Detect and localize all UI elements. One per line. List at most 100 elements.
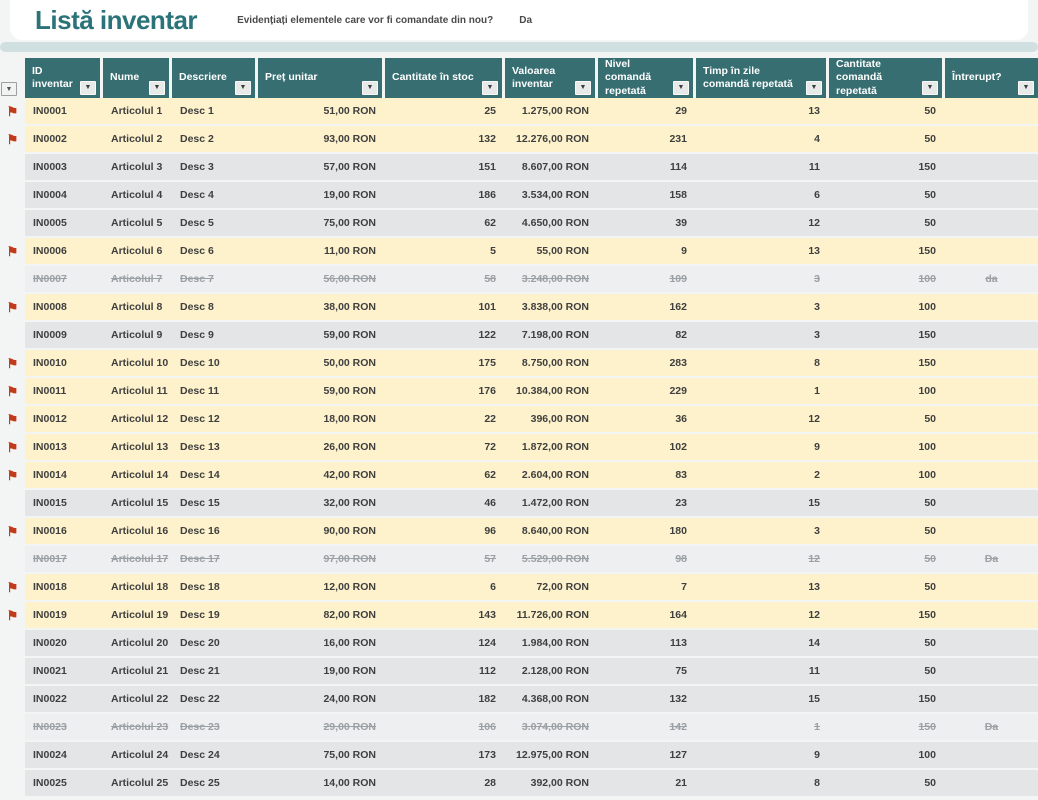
cell-timp[interactable]: 14 [696, 630, 829, 656]
cell-cantitate[interactable]: 100 [829, 266, 945, 292]
cell-intrerupt[interactable] [945, 294, 1038, 320]
column-header-pret[interactable]: Preț unitar ▼ [258, 58, 385, 98]
cell-nume[interactable]: Articolul 14 [103, 462, 172, 488]
cell-nume[interactable]: Articolul 5 [103, 210, 172, 236]
cell-nivel[interactable]: 231 [598, 126, 696, 152]
cell-intrerupt[interactable]: da [945, 266, 1038, 292]
cell-stoc[interactable]: 101 [385, 294, 505, 320]
cell-timp[interactable]: 15 [696, 490, 829, 516]
cell-nume[interactable]: Articolul 13 [103, 434, 172, 460]
filter-dropdown-button[interactable]: ▼ [149, 81, 165, 95]
reorder-question-answer-cell[interactable]: Da [519, 15, 532, 26]
cell-stoc[interactable]: 182 [385, 686, 505, 712]
cell-stoc[interactable]: 112 [385, 658, 505, 684]
cell-nivel[interactable]: 75 [598, 658, 696, 684]
flag-cell[interactable]: ⚑ [0, 574, 25, 600]
cell-stoc[interactable]: 175 [385, 350, 505, 376]
cell-valoare[interactable]: 72,00 RON [505, 574, 598, 600]
cell-descriere[interactable]: Desc 20 [172, 630, 258, 656]
flag-cell[interactable]: ⚑ [0, 518, 25, 544]
flag-cell[interactable]: ⚑ [0, 602, 25, 628]
cell-nume[interactable]: Articolul 15 [103, 490, 172, 516]
cell-id[interactable]: IN0003 [25, 154, 103, 180]
flag-cell[interactable]: ⚑ [0, 770, 25, 796]
flag-cell[interactable]: ⚑ [0, 210, 25, 236]
cell-nume[interactable]: Articolul 22 [103, 686, 172, 712]
flag-cell[interactable]: ⚑ [0, 490, 25, 516]
cell-cantitate[interactable]: 50 [829, 210, 945, 236]
cell-timp[interactable]: 15 [696, 686, 829, 712]
cell-id[interactable]: IN0004 [25, 182, 103, 208]
cell-valoare[interactable]: 392,00 RON [505, 770, 598, 796]
cell-stoc[interactable]: 176 [385, 378, 505, 404]
cell-intrerupt[interactable] [945, 658, 1038, 684]
cell-cantitate[interactable]: 150 [829, 238, 945, 264]
cell-nivel[interactable]: 39 [598, 210, 696, 236]
cell-stoc[interactable]: 6 [385, 574, 505, 600]
cell-id[interactable]: IN0001 [25, 98, 103, 124]
cell-intrerupt[interactable] [945, 518, 1038, 544]
cell-pret[interactable]: 93,00 RON [258, 126, 385, 152]
cell-nume[interactable]: Articolul 25 [103, 770, 172, 796]
cell-nivel[interactable]: 132 [598, 686, 696, 712]
flag-cell[interactable]: ⚑ [0, 462, 25, 488]
cell-pret[interactable]: 59,00 RON [258, 378, 385, 404]
cell-pret[interactable]: 38,00 RON [258, 294, 385, 320]
flag-cell[interactable]: ⚑ [0, 546, 25, 572]
filter-dropdown-button[interactable]: ▼ [235, 81, 251, 95]
cell-intrerupt[interactable]: Da [945, 714, 1038, 740]
cell-nume[interactable]: Articolul 6 [103, 238, 172, 264]
cell-intrerupt[interactable] [945, 490, 1038, 516]
cell-nume[interactable]: Articolul 24 [103, 742, 172, 768]
cell-pret[interactable]: 50,00 RON [258, 350, 385, 376]
cell-valoare[interactable]: 1.275,00 RON [505, 98, 598, 124]
cell-stoc[interactable]: 62 [385, 210, 505, 236]
cell-nivel[interactable]: 36 [598, 406, 696, 432]
cell-descriere[interactable]: Desc 21 [172, 658, 258, 684]
cell-descriere[interactable]: Desc 3 [172, 154, 258, 180]
cell-descriere[interactable]: Desc 18 [172, 574, 258, 600]
cell-timp[interactable]: 8 [696, 770, 829, 796]
cell-pret[interactable]: 42,00 RON [258, 462, 385, 488]
cell-timp[interactable]: 3 [696, 322, 829, 348]
cell-intrerupt[interactable] [945, 630, 1038, 656]
cell-valoare[interactable]: 2.604,00 RON [505, 462, 598, 488]
flag-cell[interactable]: ⚑ [0, 238, 25, 264]
cell-valoare[interactable]: 12.975,00 RON [505, 742, 598, 768]
cell-cantitate[interactable]: 50 [829, 126, 945, 152]
flag-cell[interactable]: ⚑ [0, 630, 25, 656]
cell-stoc[interactable]: 62 [385, 462, 505, 488]
cell-nivel[interactable]: 7 [598, 574, 696, 600]
cell-nume[interactable]: Articolul 21 [103, 658, 172, 684]
cell-cantitate[interactable]: 100 [829, 462, 945, 488]
cell-id[interactable]: IN0007 [25, 266, 103, 292]
cell-descriere[interactable]: Desc 14 [172, 462, 258, 488]
cell-nivel[interactable]: 109 [598, 266, 696, 292]
flag-cell[interactable]: ⚑ [0, 742, 25, 768]
cell-id[interactable]: IN0009 [25, 322, 103, 348]
cell-timp[interactable]: 1 [696, 378, 829, 404]
cell-pret[interactable]: 97,00 RON [258, 546, 385, 572]
cell-timp[interactable]: 8 [696, 350, 829, 376]
filter-dropdown-button[interactable]: ▼ [922, 81, 938, 95]
cell-intrerupt[interactable] [945, 350, 1038, 376]
cell-id[interactable]: IN0022 [25, 686, 103, 712]
cell-intrerupt[interactable] [945, 770, 1038, 796]
cell-timp[interactable]: 13 [696, 98, 829, 124]
cell-nivel[interactable]: 180 [598, 518, 696, 544]
cell-timp[interactable]: 6 [696, 182, 829, 208]
flag-cell[interactable]: ⚑ [0, 714, 25, 740]
cell-valoare[interactable]: 1.472,00 RON [505, 490, 598, 516]
cell-stoc[interactable]: 57 [385, 546, 505, 572]
cell-timp[interactable]: 12 [696, 602, 829, 628]
filter-dropdown-button[interactable]: ▼ [362, 81, 378, 95]
cell-cantitate[interactable]: 150 [829, 714, 945, 740]
cell-descriere[interactable]: Desc 6 [172, 238, 258, 264]
cell-descriere[interactable]: Desc 1 [172, 98, 258, 124]
cell-id[interactable]: IN0005 [25, 210, 103, 236]
cell-cantitate[interactable]: 150 [829, 154, 945, 180]
cell-nivel[interactable]: 142 [598, 714, 696, 740]
cell-nivel[interactable]: 158 [598, 182, 696, 208]
cell-id[interactable]: IN0023 [25, 714, 103, 740]
cell-descriere[interactable]: Desc 22 [172, 686, 258, 712]
